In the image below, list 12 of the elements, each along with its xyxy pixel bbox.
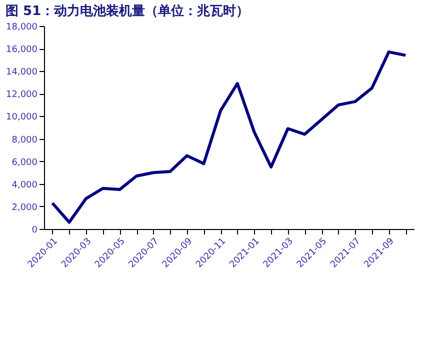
y-tick-label: 10,000 xyxy=(6,112,38,123)
y-tick-label: 18,000 xyxy=(6,22,38,32)
y-tick-label: 14,000 xyxy=(6,68,38,78)
chart-title: 图 51：动力电池装机量（单位：兆瓦时） xyxy=(6,3,250,19)
y-tick-label: 6,000 xyxy=(12,158,38,168)
y-tick-label: 16,000 xyxy=(6,45,38,56)
y-tick-label: 0 xyxy=(32,226,38,236)
y-tick-label: 2,000 xyxy=(12,202,38,213)
y-tick-label: 4,000 xyxy=(12,180,38,190)
line-series xyxy=(50,50,408,224)
y-tick-label: 8,000 xyxy=(12,135,38,146)
y-tick-label: 12,000 xyxy=(6,90,38,100)
